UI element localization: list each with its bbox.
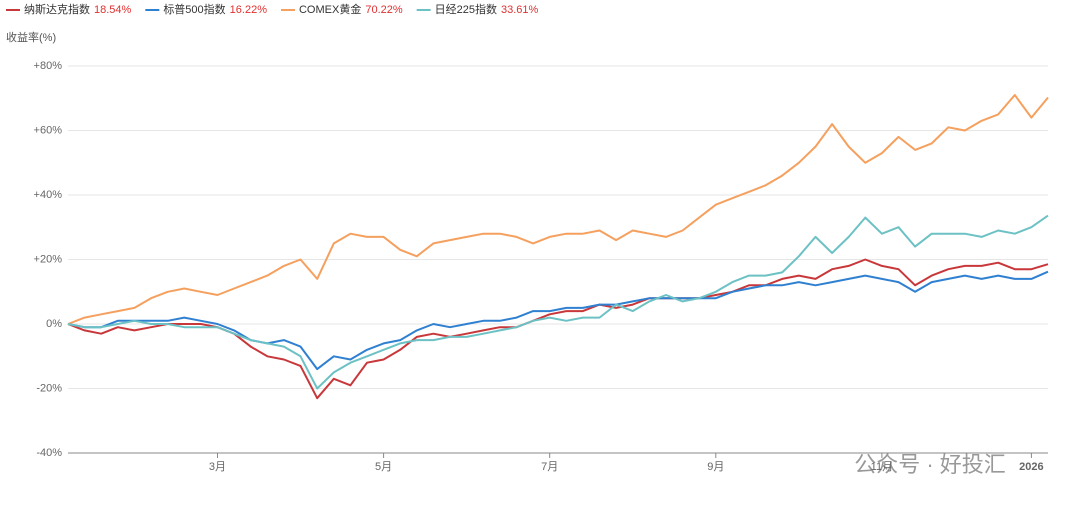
y-axis-label: 收益率(%) bbox=[6, 30, 56, 44]
y-tick-label: +20% bbox=[34, 253, 63, 265]
legend-label: 纳斯达克指数 bbox=[24, 2, 90, 16]
y-tick-label: +80% bbox=[34, 60, 63, 72]
series-line bbox=[67, 258, 1049, 400]
x-tick-label: 11月 bbox=[871, 461, 893, 473]
x-tick-label: 3月 bbox=[209, 461, 226, 473]
legend-label: COMEX黄金 bbox=[299, 2, 361, 16]
legend-return: 16.22% bbox=[230, 4, 268, 16]
legend-label: 标普500指数 bbox=[163, 2, 225, 16]
legend-return: 18.54% bbox=[94, 4, 132, 16]
series-line bbox=[67, 214, 1049, 390]
y-tick-label: -20% bbox=[36, 382, 62, 394]
x-tick-label: 7月 bbox=[541, 461, 558, 473]
x-tick-label: 5月 bbox=[375, 461, 392, 473]
legend-return: 70.22% bbox=[365, 4, 403, 16]
series-line bbox=[67, 270, 1049, 371]
y-tick-label: -40% bbox=[36, 447, 62, 459]
y-tick-label: +40% bbox=[34, 189, 63, 201]
x-tick-label: 9月 bbox=[707, 461, 724, 473]
y-tick-label: +60% bbox=[34, 124, 63, 136]
x-tick-label: 2026 bbox=[1019, 461, 1043, 473]
y-tick-label: 0% bbox=[46, 318, 62, 330]
series-line bbox=[67, 94, 1049, 325]
legend-label: 日经225指数 bbox=[435, 2, 497, 16]
legend-return: 33.61% bbox=[501, 4, 539, 16]
watermark: 公众号 · 好投汇 bbox=[854, 452, 1006, 477]
